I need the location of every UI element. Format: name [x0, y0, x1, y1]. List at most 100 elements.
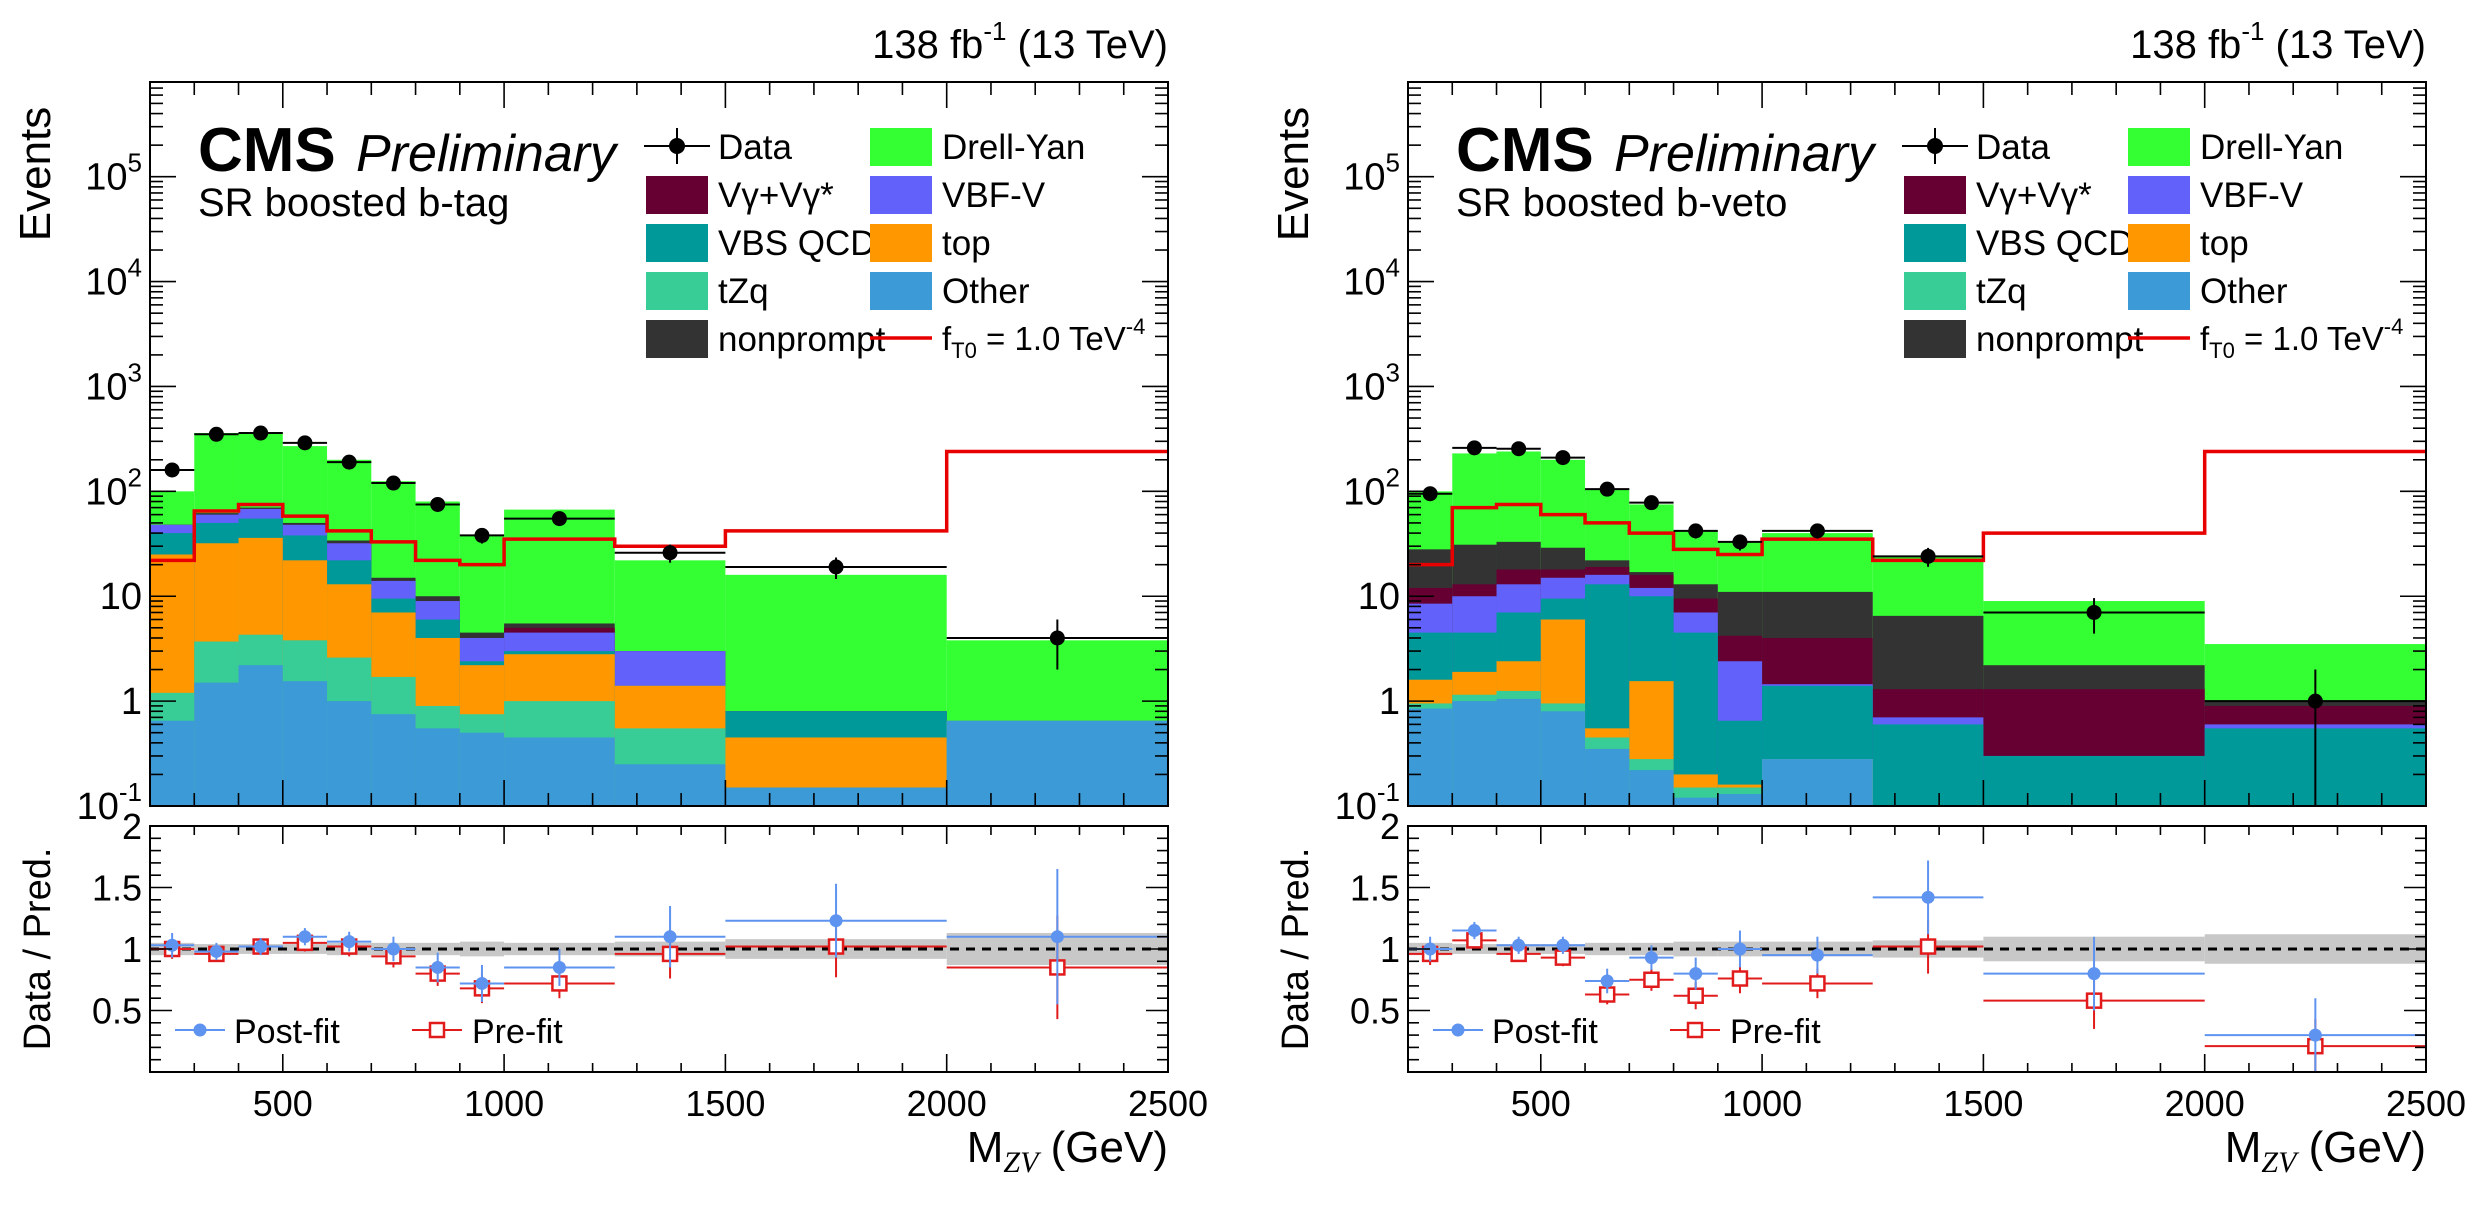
- bar-other: [238, 665, 283, 806]
- bar-other: [725, 787, 947, 806]
- y-tick-base: 10: [100, 576, 142, 618]
- legend-label: VBF-V: [942, 176, 1046, 215]
- legend-label-postfit: Post-fit: [234, 1013, 340, 1051]
- data-point: [662, 545, 678, 561]
- x-tick-label: 1000: [1722, 1083, 1802, 1124]
- x-tick-label: 2000: [907, 1083, 987, 1124]
- y-tick-exp: 3: [128, 357, 142, 387]
- legend-swatch: [1904, 224, 1966, 262]
- data-point: [1643, 495, 1659, 511]
- prefit-point: [1809, 975, 1826, 992]
- y-tick-label: 10: [100, 576, 142, 618]
- y-tick-label: 10-1: [1335, 777, 1400, 828]
- cms-label: CMS: [198, 116, 336, 185]
- bar-other: [459, 732, 505, 806]
- data-points: [1408, 440, 2426, 806]
- bar-other: [1673, 797, 1718, 806]
- legend-label: VBS QCD: [718, 224, 876, 263]
- postfit-point: [2087, 967, 2101, 981]
- x-tick-label: 2500: [1128, 1083, 1208, 1124]
- ratio-y-axis-label: Data / Pred.: [1275, 848, 1317, 1051]
- y-tick-base: 10: [77, 786, 119, 828]
- y-tick-label: 1: [1379, 681, 1400, 723]
- data-point: [253, 425, 269, 441]
- legend-swatch: [646, 176, 708, 214]
- prefit-point: [1687, 987, 1704, 1004]
- legend-label-postfit: Post-fit: [1492, 1013, 1598, 1051]
- data-point: [1920, 548, 1936, 564]
- uncertainty-band: [459, 941, 505, 957]
- bar-other: [1408, 708, 1453, 806]
- y-tick-base: 10: [1343, 471, 1385, 513]
- postfit-point: [431, 960, 445, 974]
- data-point: [1555, 450, 1571, 466]
- bar-other: [614, 764, 726, 806]
- postfit-point: [165, 938, 179, 952]
- legend-label: top: [2200, 224, 2249, 263]
- data-point: [474, 527, 490, 543]
- y-tick-label: 1: [121, 681, 142, 723]
- bar-other: [1762, 759, 1873, 806]
- x-tick-label: 1500: [1943, 1083, 2023, 1124]
- x-axis-ticks: 500 1000 1500 2000 2500: [149, 82, 1208, 1124]
- y-tick-exp: -1: [119, 777, 142, 807]
- ratio-pad: 0.5 1 1.5 2 Data / Pred. Post-fit Pre-fit: [1275, 806, 2427, 1073]
- postfit-point: [1423, 942, 1437, 956]
- legend-swatch: [646, 320, 708, 358]
- legend-label-prefit: Pre-fit: [1730, 1013, 1821, 1051]
- legend-label: nonprompt: [718, 320, 886, 359]
- postfit-point: [386, 942, 400, 956]
- legend-label: VBS QCD: [1976, 224, 2134, 263]
- data-point: [1511, 441, 1527, 457]
- ratio-y-tick-label: 1: [122, 929, 142, 970]
- data-point: [2307, 693, 2323, 709]
- y-tick-base: 1: [121, 681, 142, 723]
- signal-sub: T0: [2209, 338, 2235, 363]
- y-tick-exp: 3: [1386, 357, 1400, 387]
- y-tick-exp: 4: [1386, 253, 1400, 283]
- legend: Data Vγ+Vγ* VBS QCD tZq nonprompt Drell-Yan VB…: [1902, 128, 2403, 363]
- legend-label: nonprompt: [1976, 320, 2144, 359]
- legend-swatch: [2128, 128, 2190, 166]
- uncertainty-band: [415, 942, 460, 956]
- x-axis-label-main: M: [2225, 1123, 2262, 1172]
- postfit-point: [663, 930, 677, 944]
- postfit-point: [2308, 1028, 2322, 1042]
- postfit-point: [1467, 924, 1481, 938]
- legend-label: Other: [2200, 272, 2288, 311]
- legend-swatch: [1904, 320, 1966, 358]
- y-tick-base: 10: [85, 471, 127, 513]
- data-point: [551, 511, 567, 527]
- uncertainty-band: [1673, 941, 1718, 957]
- x-axis-label-unit: (GeV): [1038, 1123, 1168, 1172]
- x-axis-label-main: M: [967, 1123, 1004, 1172]
- energy-label: (13 TeV): [1006, 23, 1168, 67]
- x-axis-label-unit: (GeV): [2296, 1123, 2426, 1172]
- bar-other: [1717, 794, 1763, 806]
- y-tick-label: 103: [1343, 357, 1400, 408]
- ratio-legend: Post-fit Pre-fit: [1433, 1013, 1821, 1051]
- legend-label: Vγ+Vγ*: [718, 176, 834, 215]
- bar-other: [282, 681, 328, 806]
- x-axis-label: MZV (GeV): [967, 1123, 1168, 1179]
- legend-swatch: [2128, 224, 2190, 262]
- bar-other: [327, 701, 372, 806]
- y-tick-label: 105: [1343, 148, 1400, 199]
- legend-swatch: [646, 272, 708, 310]
- y-tick-base: 1: [1379, 681, 1400, 723]
- legend-swatch: [2128, 176, 2190, 214]
- lumi-label: 138 fb-1 (13 TeV): [872, 16, 1168, 67]
- bar-other: [504, 737, 615, 806]
- legend-swatch: [870, 272, 932, 310]
- x-axis-label-sub: ZV: [1003, 1146, 1042, 1179]
- bar-other: [415, 728, 460, 806]
- stack-histogram: [150, 432, 1168, 806]
- data-point: [164, 462, 180, 478]
- postfit-point: [1689, 967, 1703, 981]
- legend-swatch: [870, 128, 932, 166]
- y-tick-base: 10: [1358, 576, 1400, 618]
- stack-histogram: [1408, 451, 2426, 806]
